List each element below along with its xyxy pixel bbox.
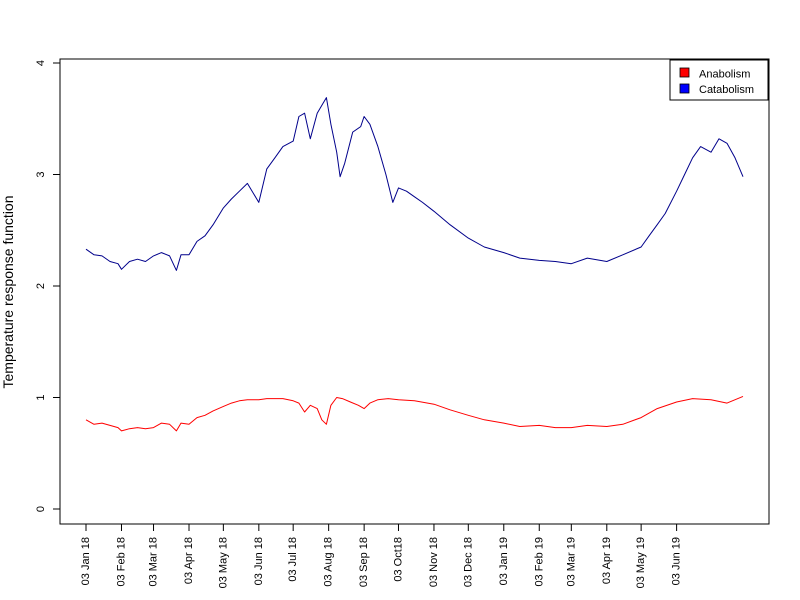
x-tick-label: 03 Nov 18	[428, 537, 440, 587]
y-tick-label: 4	[35, 60, 47, 66]
legend-label-catabolism: Catabolism	[699, 84, 754, 96]
x-tick-label: 03 Jan 18	[80, 537, 92, 585]
x-axis: 03 Jan 18 03 Feb 18 03 Mar 18 03 Apr 18 03 M…	[80, 523, 683, 588]
x-tick-label: 03 Feb 18	[115, 537, 127, 587]
series-layer	[85, 97, 744, 432]
y-axis: 0 1 2 3 4	[35, 60, 60, 512]
x-tick-label: 03 Apr 19	[601, 537, 613, 584]
x-tick-label: 03 May 19	[635, 537, 647, 588]
legend: Anabolism Catabolism	[669, 59, 769, 101]
x-tick-label: 03 Mar 18	[148, 537, 160, 587]
legend-swatch-catabolism	[679, 83, 690, 94]
plot-frame	[59, 58, 770, 525]
x-tick-label: 03 Oct18	[392, 537, 404, 582]
legend-label-anabolism: Anabolism	[699, 69, 750, 81]
series-line-catabolism	[85, 97, 744, 271]
x-tick-label: 03 Sep 18	[358, 537, 370, 587]
x-tick-label: 03 Jun 18	[253, 537, 265, 585]
x-tick-label: 03 Feb 19	[533, 537, 545, 587]
y-tick-label: 3	[35, 171, 47, 177]
x-tick-label: 03 Jun 19	[671, 537, 683, 585]
x-tick-label: 03 Mar 19	[565, 537, 577, 587]
x-tick-label: 03 Aug 18	[323, 537, 335, 587]
x-tick-label: 03 Dec 18	[462, 537, 474, 587]
y-tick-label: 1	[35, 394, 47, 400]
y-axis-label: Temperature response function	[0, 196, 16, 389]
y-tick-label: 2	[35, 283, 47, 289]
y-tick-label: 0	[35, 506, 47, 512]
x-tick-label: 03 Jul 18	[287, 537, 299, 582]
x-tick-label: 03 Apr 18	[183, 537, 195, 584]
series-line-anabolism	[85, 395, 744, 432]
x-tick-label: 03 May 18	[217, 537, 229, 588]
x-tick-label: 03 Jan 19	[498, 537, 510, 585]
legend-swatch-anabolism	[679, 67, 690, 78]
